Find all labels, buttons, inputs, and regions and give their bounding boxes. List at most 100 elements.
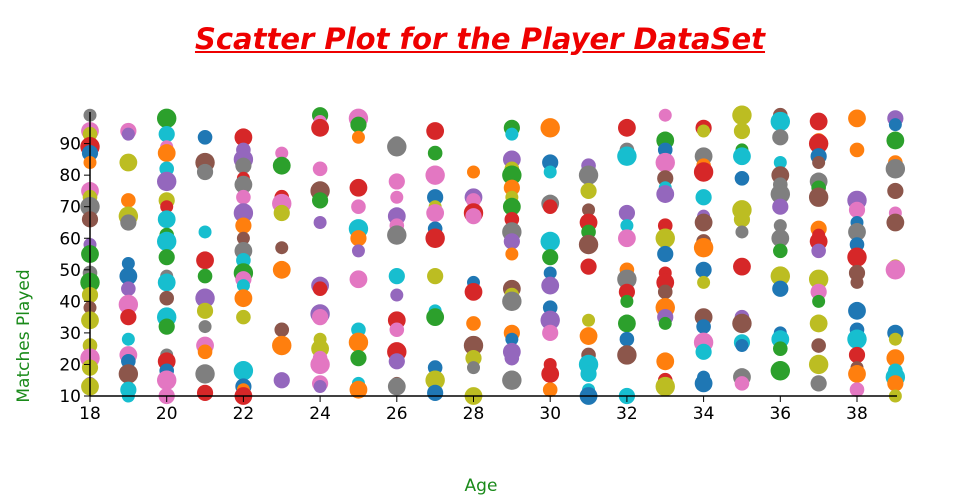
data-point [582,203,596,217]
data-point [808,269,829,289]
data-point [848,264,866,282]
data-point [848,109,866,128]
data-point [732,105,752,125]
y-tick-label: 40 [59,292,81,312]
x-tick-label: 24 [309,404,331,424]
data-point [311,118,329,137]
data-point [773,243,788,259]
data-point [426,308,445,327]
data-point [580,182,597,200]
data-point [351,130,365,144]
data-point [348,332,369,353]
data-point [119,153,138,172]
x-tick-label: 20 [156,404,178,424]
y-tick-label: 50 [59,261,81,281]
data-point [733,147,751,166]
data-point [467,165,480,179]
data-point [540,310,560,330]
data-point [121,332,135,346]
data-point [773,156,787,170]
data-point [809,112,828,131]
data-point [848,301,866,320]
data-point [579,327,598,345]
data-point [885,260,906,280]
data-point [120,214,137,231]
data-point [234,128,253,147]
data-point [696,319,711,334]
data-point [734,376,750,391]
data-point [655,228,675,248]
data-point [349,178,368,197]
data-point [425,165,445,185]
data-point [467,361,480,375]
data-point [349,270,368,289]
data-point [543,266,557,280]
data-point [770,184,790,204]
data-point [542,199,558,214]
y-tick-label: 30 [59,324,81,344]
x-ticks: 18 20 22 24 26 28 30 32 34 36 38 [79,396,868,424]
data-point [808,187,829,207]
data-point [465,350,482,367]
data-point [118,364,139,384]
data-point [619,331,635,347]
data-point [387,377,406,396]
data-point [695,343,712,360]
data-point [887,182,904,200]
x-tick-label: 36 [769,404,791,424]
data-point [388,353,405,370]
data-point [312,192,329,209]
data-point [617,345,637,365]
data-point [312,309,329,326]
data-point [390,288,404,302]
data-point [119,267,138,286]
data-point [505,247,519,261]
data-point [770,361,790,381]
data-point [349,380,368,399]
data-point [543,165,557,179]
data-point [312,161,328,177]
data-point [233,361,254,381]
data-point [196,163,214,181]
data-point [313,380,327,394]
data-point [620,294,634,308]
x-tick-label: 30 [539,404,561,424]
data-point [772,129,789,146]
data-point [886,349,905,368]
data-point [735,339,749,353]
data-point [888,118,902,132]
data-point [809,314,828,333]
x-tick-label: 26 [386,404,408,424]
data-point [196,251,214,270]
data-point [770,266,790,286]
data-point [658,316,672,330]
data-point [811,243,826,259]
data-point [390,190,404,204]
data-point [427,268,444,285]
data-point [886,131,905,150]
data-point [540,231,560,252]
data-point [465,208,482,225]
y-tick-label: 80 [59,166,81,186]
data-point [350,116,367,133]
x-tick-label: 18 [79,404,101,424]
data-point [198,320,212,334]
data-point [542,324,559,341]
y-axis-label: Matches Played [14,269,34,402]
data-point [697,124,711,138]
data-point [157,370,177,390]
data-point [697,275,711,289]
data-point [847,247,867,267]
data-point [310,354,330,375]
x-tick-label: 22 [233,404,255,424]
data-point [735,225,749,239]
data-point [157,144,176,162]
data-point [195,288,215,308]
data-point [847,329,867,349]
data-point [808,133,829,154]
data-point [578,165,599,185]
data-point [848,223,866,241]
data-point [617,146,637,166]
data-point [655,152,675,173]
data-point [695,189,712,206]
